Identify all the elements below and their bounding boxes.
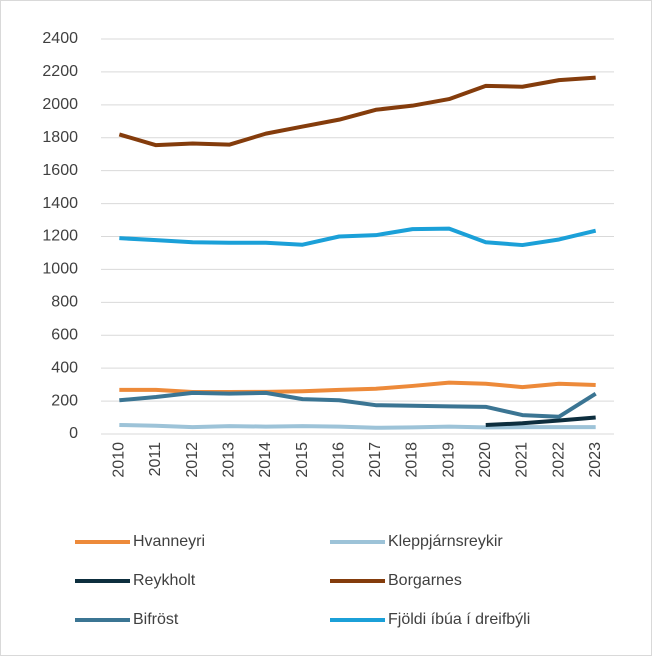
y-tick-label: 1600 xyxy=(42,162,78,179)
legend-label: Kleppjárnsreykir xyxy=(388,533,503,550)
y-tick-label: 400 xyxy=(51,359,78,376)
x-tick-label: 2022 xyxy=(550,442,567,478)
x-tick-label: 2016 xyxy=(330,442,347,478)
y-tick-label: 2000 xyxy=(42,96,78,113)
legend-label: Bifröst xyxy=(133,611,179,628)
legend-label: Hvanneyri xyxy=(133,533,205,550)
series-line xyxy=(119,226,597,248)
y-tick-label: 800 xyxy=(51,294,78,311)
x-tick-label: 2018 xyxy=(404,442,421,478)
y-tick-label: 1800 xyxy=(42,129,78,146)
y-tick-label: 1200 xyxy=(42,228,78,245)
series-line xyxy=(119,390,597,419)
legend-label: Fjöldi íbúa í dreifbýli xyxy=(388,611,530,628)
x-tick-label: 2019 xyxy=(440,442,457,478)
x-tick-label: 2012 xyxy=(184,442,201,478)
x-tick-label: 2021 xyxy=(514,442,531,478)
y-tick-label: 0 xyxy=(69,425,78,442)
y-tick-label: 1400 xyxy=(42,195,78,212)
series-line xyxy=(119,422,596,430)
y-tick-label: 2400 xyxy=(42,30,78,47)
y-tick-label: 2200 xyxy=(42,63,78,80)
x-tick-label: 2015 xyxy=(294,442,311,478)
x-tick-label: 2017 xyxy=(367,442,384,478)
x-tick-label: 2023 xyxy=(587,442,604,478)
x-tick-label: 2020 xyxy=(477,442,494,478)
x-tick-label: 2011 xyxy=(147,442,164,477)
legend-label: Reykholt xyxy=(133,572,196,589)
series-line xyxy=(485,415,596,427)
y-tick-label: 1000 xyxy=(42,261,78,278)
x-tick-label: 2010 xyxy=(111,442,128,478)
y-tick-label: 600 xyxy=(51,326,78,343)
x-tick-label: 2013 xyxy=(220,442,237,478)
legend-label: Borgarnes xyxy=(388,572,462,589)
y-tick-label: 200 xyxy=(51,392,78,409)
x-tick-label: 2014 xyxy=(257,442,274,478)
series-line xyxy=(118,75,596,148)
